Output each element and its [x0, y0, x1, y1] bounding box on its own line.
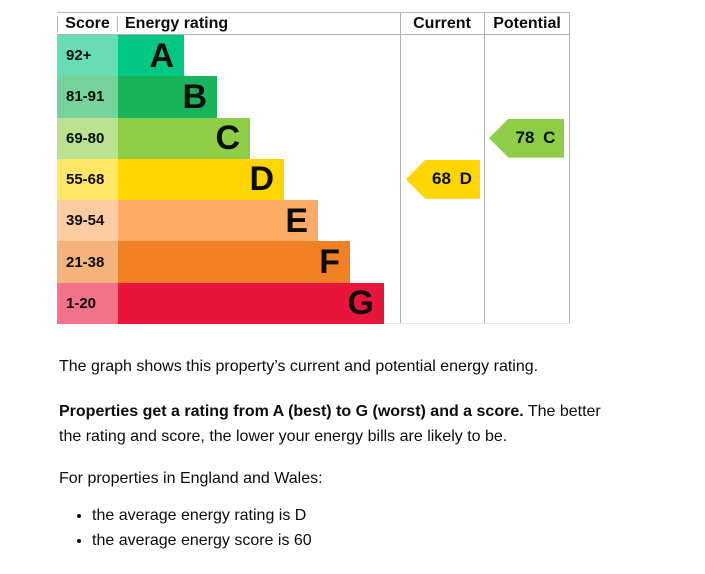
explanatory-text: The graph shows this property’s current … — [59, 354, 639, 553]
current-rating-arrow: 68 D — [406, 159, 480, 199]
rating-letter-c: C — [215, 119, 240, 158]
band-row-b: 81-91 B — [57, 76, 400, 118]
band-row-a: 92+ A — [57, 35, 400, 77]
rating-bar-d: D — [118, 158, 284, 201]
rating-letter-g: G — [347, 284, 374, 323]
rating-letter-f: F — [319, 243, 340, 282]
score-range-c: 69-80 — [57, 117, 118, 159]
rating-bar-a: A — [118, 35, 184, 77]
score-range-b: 81-91 — [57, 76, 118, 118]
rating-explanation-line1: The better — [527, 403, 601, 420]
energy-rating-column-header: Energy rating — [125, 14, 229, 32]
average-score-item: the average energy score is 60 — [92, 528, 639, 553]
rating-letter-d: D — [249, 160, 274, 199]
column-divider — [569, 13, 570, 324]
potential-column-header: Potential — [493, 14, 561, 32]
average-rating-item: the average energy rating is D — [92, 503, 639, 528]
band-row-f: 21-38 F — [57, 241, 400, 283]
rating-explanation-bold: Properties get a rating from A (best) to… — [59, 403, 524, 420]
column-divider — [484, 13, 485, 324]
potential-rating-arrow: 78 C — [489, 118, 564, 158]
rating-explanation-line2: the rating and score, the lower your ene… — [59, 428, 508, 445]
score-range-d: 55-68 — [57, 158, 118, 201]
score-range-f: 21-38 — [57, 241, 118, 283]
rating-bar-c: C — [118, 117, 250, 159]
rating-bar-b: B — [118, 76, 217, 118]
rating-bar-e: E — [118, 200, 318, 242]
rating-bar-f: F — [118, 241, 350, 283]
rating-letter-e: E — [285, 201, 308, 240]
column-divider — [400, 13, 401, 324]
band-row-e: 39-54 E — [57, 200, 400, 242]
score-range-a: 92+ — [57, 35, 118, 77]
rating-letter-a: A — [149, 36, 174, 75]
score-range-g: 1-20 — [57, 282, 118, 324]
rating-bands: 92+ A 81-91 B 69-80 C 55-68 D 39-54 E 21… — [57, 35, 400, 324]
rating-bar-g: G — [118, 282, 384, 324]
chart-header-row: Score Energy rating Current Potential — [57, 13, 570, 35]
band-row-g: 1-20 G — [57, 282, 400, 324]
rating-letter-b: B — [182, 77, 207, 116]
current-column-header: Current — [413, 14, 471, 32]
score-column-header: Score — [57, 15, 118, 32]
intro-paragraph: The graph shows this property’s current … — [59, 358, 539, 375]
rating-explanation-paragraph: Properties get a rating from A (best) to… — [59, 399, 639, 449]
band-row-d: 55-68 D — [57, 158, 400, 201]
band-row-c: 69-80 C — [57, 117, 400, 159]
score-range-e: 39-54 — [57, 200, 118, 242]
regions-heading: For properties in England and Wales: — [59, 470, 323, 487]
energy-rating-chart: Score Energy rating Current Potential 92… — [57, 12, 570, 324]
averages-list: the average energy rating is D the avera… — [59, 503, 639, 553]
